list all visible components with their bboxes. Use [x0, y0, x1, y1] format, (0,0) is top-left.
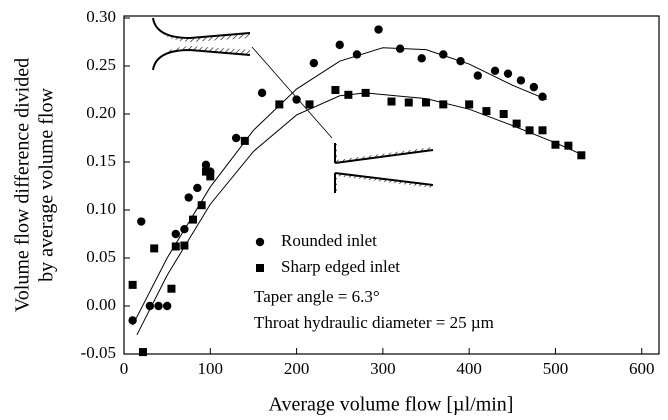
data-point — [128, 316, 137, 325]
data-point — [404, 98, 413, 107]
x-tick-label: 400 — [456, 359, 482, 378]
y-axis-title-line: Volume flow difference divided — [12, 58, 34, 312]
data-point — [374, 25, 383, 34]
data-point — [331, 86, 340, 94]
data-point — [465, 100, 474, 109]
data-point — [231, 133, 241, 143]
x-tick-label: 300 — [370, 359, 396, 378]
y-tick-label: 0.15 — [86, 151, 116, 170]
data-point — [422, 98, 431, 107]
data-point — [193, 183, 202, 193]
data-point — [255, 237, 265, 247]
x-tick-label: 0 — [120, 359, 129, 378]
sharp-inlet-sketch — [334, 143, 434, 193]
data-point — [184, 193, 193, 202]
data-point — [512, 119, 521, 128]
data-point — [292, 95, 301, 104]
data-point — [150, 244, 159, 253]
data-point — [171, 242, 180, 251]
data-point — [335, 40, 344, 50]
data-point — [577, 151, 586, 160]
fit-curve — [136, 92, 582, 336]
data-point — [201, 167, 210, 176]
x-tick-label: 600 — [629, 359, 655, 378]
x-axis-title: Average volume flow [µl/min] — [269, 394, 514, 416]
annotation: Taper angle = 6.3° — [254, 287, 380, 306]
rounded-inlet-sketch — [152, 17, 333, 139]
data-point — [137, 217, 146, 226]
data-point — [387, 97, 396, 106]
data-point — [503, 69, 513, 78]
data-point — [167, 284, 176, 293]
y-axis-title: Volume flow difference divided by averag… — [12, 58, 58, 312]
plot-frame — [123, 15, 660, 355]
y-tick-label: 0.30 — [86, 7, 116, 26]
data-point — [154, 301, 163, 311]
data-point — [538, 126, 547, 135]
data-point — [138, 348, 147, 357]
data-point — [439, 100, 448, 109]
data-point — [525, 126, 534, 135]
data-point — [473, 71, 482, 80]
data-point — [145, 301, 155, 311]
data-point — [516, 76, 526, 85]
data-point — [256, 264, 264, 272]
annotation: Throat hydraulic diameter = 25 µm — [254, 313, 494, 332]
data-point — [417, 54, 426, 63]
data-point — [551, 140, 560, 149]
data-point — [171, 229, 180, 239]
x-tick-label: 200 — [284, 359, 310, 378]
y-tick-label: 0.25 — [86, 55, 116, 74]
data-point — [275, 100, 284, 109]
y-axis-title-line: by average volume flow — [36, 88, 58, 282]
data-point — [564, 141, 573, 150]
legend-label: Sharp edged inlet — [281, 257, 400, 276]
data-point — [128, 280, 137, 289]
y-tick-label: -0.05 — [81, 343, 116, 362]
x-tick-label: 100 — [198, 359, 224, 378]
data-point — [257, 88, 267, 98]
data-point — [309, 58, 319, 68]
data-point — [189, 215, 198, 224]
data-point — [490, 66, 500, 76]
data-point — [162, 301, 172, 311]
fit-curve — [132, 47, 548, 326]
data-point — [206, 172, 215, 181]
legend-label: Rounded inlet — [281, 231, 377, 250]
data-point — [529, 82, 539, 92]
data-point — [180, 241, 189, 250]
data-point — [499, 110, 508, 118]
data-point — [201, 160, 211, 170]
x-tick-label: 500 — [543, 359, 569, 378]
data-point — [305, 100, 314, 109]
data-point — [482, 107, 491, 116]
y-tick-label: 0.00 — [86, 295, 116, 314]
y-tick-label: 0.20 — [86, 103, 116, 122]
data-point — [197, 201, 206, 210]
y-tick-label: 0.05 — [86, 247, 116, 266]
y-tick-label: 0.10 — [86, 199, 116, 218]
